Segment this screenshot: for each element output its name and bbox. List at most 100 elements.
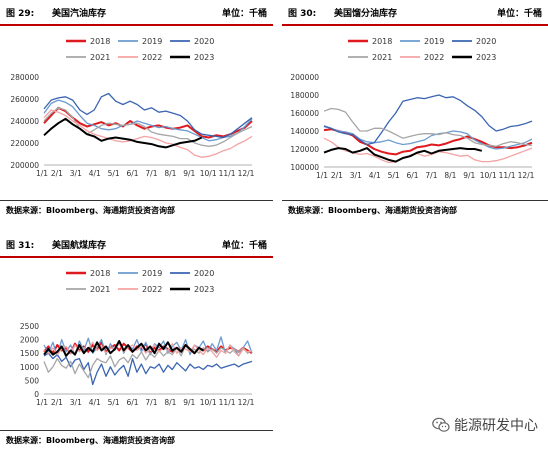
- source-note: 数据来源：Bloomberg、海通期货投资咨询部: [6, 206, 175, 215]
- x-tick-label: 12/1: [238, 398, 255, 407]
- series-line-2019: [43, 99, 253, 142]
- series-line-2020: [323, 94, 533, 146]
- legend-label: 2018: [372, 37, 392, 46]
- figure-31-panel: 图 31: 美国航煤库存 单位：千桶 2018 2019 2020 2021 2022 2…: [0, 232, 273, 451]
- series-line-2018: [43, 106, 253, 139]
- figure-unit: 单位：千桶: [221, 241, 267, 251]
- x-tick-label: 10/1: [480, 171, 497, 180]
- x-tick-label: 1/1: [36, 398, 48, 407]
- y-tick-label: 1500: [20, 349, 39, 358]
- source-rule: [0, 430, 273, 431]
- legend-label: 2021: [90, 53, 110, 62]
- x-tick-label: 11/1: [219, 169, 236, 178]
- y-tick-label: 100000: [290, 163, 319, 172]
- figure-title: 美国航煤库存: [52, 241, 107, 251]
- x-tick-label: 8/1: [164, 169, 176, 178]
- legend-label: 2023: [194, 53, 214, 62]
- x-tick-label: 8/1: [444, 171, 456, 180]
- y-tick-label: 180000: [290, 91, 319, 100]
- y-tick-label: 200000: [290, 73, 319, 82]
- source-note: 数据来源：Bloomberg、海通期货投资咨询部: [288, 206, 457, 215]
- figure-unit: 单位：千桶: [496, 9, 542, 19]
- x-tick-label: 3/1: [350, 171, 362, 180]
- series-line-2020: [43, 92, 253, 139]
- series-line-2021: [43, 344, 253, 379]
- legend-label: 2023: [476, 53, 496, 62]
- distillate-inventory-chart: 2018 2019 2020 2021 2022 2023 100000 120000 1400…: [290, 37, 535, 180]
- legend-label: 2021: [90, 285, 110, 294]
- figure-unit: 单位：千桶: [221, 9, 267, 19]
- figure-30-panel: 图 30: 美国馏分油库存 单位：千桶 2018 2019 2020 2021 2022…: [282, 0, 548, 222]
- x-tick-label: 7/1: [425, 171, 437, 180]
- legend-label: 2023: [194, 285, 214, 294]
- x-tick-label: 9/1: [183, 398, 195, 407]
- y-tick-label: 260000: [10, 95, 39, 104]
- figure-title: 美国馏分油库存: [334, 9, 398, 19]
- x-tick-label: 11/1: [219, 398, 236, 407]
- series-line-2023: [43, 117, 203, 149]
- x-tick-label: 7/1: [145, 398, 157, 407]
- x-tick-label: 9/1: [183, 169, 195, 178]
- x-tick-label: 7/1: [145, 169, 157, 178]
- legend-label: 2018: [90, 37, 110, 46]
- x-tick-label: 9/1: [463, 171, 475, 180]
- figure-header: 图 30: 美国馏分油库存 单位：千桶: [282, 0, 548, 26]
- figure-label: 图 30:: [288, 9, 317, 19]
- legend-label: 2022: [142, 53, 162, 62]
- legend-label: 2018: [90, 269, 110, 278]
- figure-29-panel: 图 29: 美国汽油库存 单位：千桶 2018 2019 2020 2021 2022 2…: [0, 0, 273, 222]
- y-tick-label: 240000: [10, 117, 39, 126]
- y-tick-label: 280000: [10, 73, 39, 82]
- source-note: 数据来源：Bloomberg、海通期货投资咨询部: [6, 436, 175, 445]
- x-tick-label: 12/1: [518, 171, 535, 180]
- legend-label: 2021: [372, 53, 392, 62]
- y-tick-label: 160000: [290, 109, 319, 118]
- x-tick-label: 2/1: [51, 398, 63, 407]
- x-tick-label: 3/1: [70, 398, 82, 407]
- legend-label: 2019: [142, 37, 162, 46]
- x-tick-label: 8/1: [164, 398, 176, 407]
- legend-label: 2019: [424, 37, 444, 46]
- legend-label: 2020: [476, 37, 496, 46]
- header-rule: [282, 24, 548, 26]
- x-tick-label: 5/1: [388, 171, 400, 180]
- x-tick-label: 1/1: [36, 169, 48, 178]
- x-tick-label: 10/1: [200, 169, 217, 178]
- legend-label: 2019: [142, 269, 162, 278]
- x-tick-label: 4/1: [89, 398, 101, 407]
- watermark: 能源研发中心: [432, 414, 538, 436]
- x-tick-label: 2/1: [51, 169, 63, 178]
- legend-label: 2022: [424, 53, 444, 62]
- x-tick-label: 5/1: [108, 169, 120, 178]
- figure-label: 图 29:: [6, 9, 35, 19]
- x-tick-label: 4/1: [369, 171, 381, 180]
- y-tick-label: 200000: [10, 161, 39, 170]
- x-tick-label: 6/1: [127, 169, 139, 178]
- x-tick-label: 1/1: [316, 171, 328, 180]
- x-tick-label: 3/1: [70, 169, 82, 178]
- series-line-2018: [323, 128, 533, 156]
- y-tick-label: 2500: [20, 322, 39, 331]
- x-tick-label: 11/1: [499, 171, 516, 180]
- x-tick-label: 6/1: [407, 171, 419, 180]
- series-line-2021: [323, 107, 533, 147]
- watermark-text: 能源研发中心: [454, 418, 538, 434]
- legend-label: 2020: [194, 37, 214, 46]
- jet-fuel-inventory-chart: 2018 2019 2020 2021 2022 2023 0 500 1000 1500 2000…: [20, 269, 255, 407]
- source-rule: [0, 200, 273, 201]
- header-rule: [0, 24, 273, 26]
- legend-label: 2022: [142, 285, 162, 294]
- series-line-2019: [323, 124, 533, 150]
- header-rule: [0, 256, 273, 258]
- y-tick-label: 500: [25, 376, 40, 385]
- x-tick-label: 4/1: [89, 169, 101, 178]
- series-line-2023: [323, 147, 483, 163]
- y-tick-label: 0: [34, 390, 39, 399]
- source-rule: [282, 200, 548, 201]
- y-tick-label: 220000: [10, 139, 39, 148]
- y-tick-label: 120000: [290, 145, 319, 154]
- figure-header: 图 31: 美国航煤库存 单位：千桶: [0, 232, 273, 258]
- x-tick-label: 2/1: [331, 171, 343, 180]
- figure-label: 图 31:: [6, 241, 35, 251]
- series-line-2023: [43, 340, 204, 357]
